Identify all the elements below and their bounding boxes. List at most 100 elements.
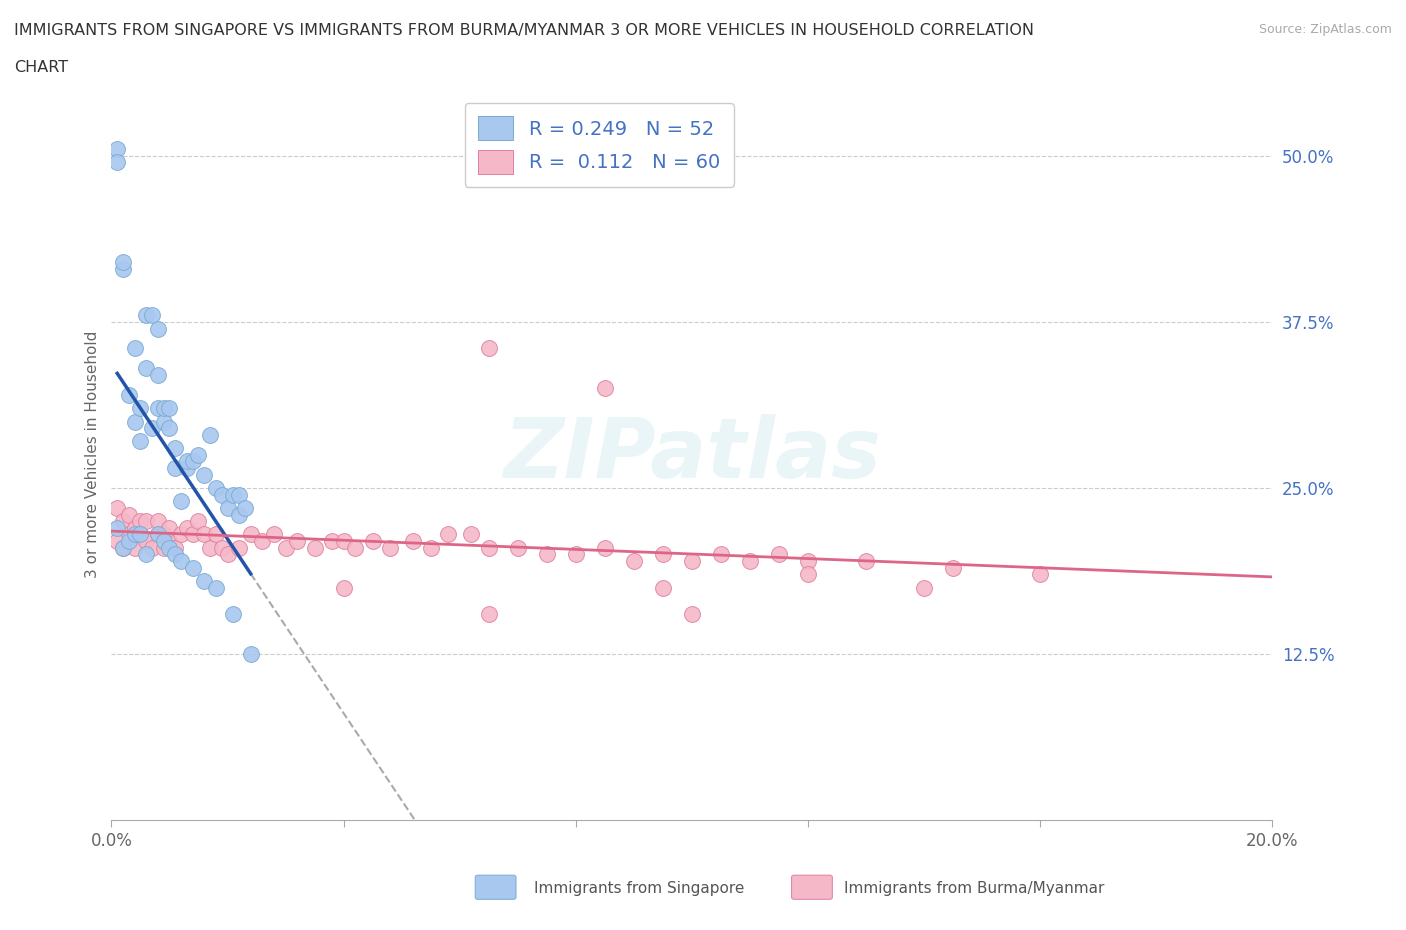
Point <box>159 534 181 549</box>
Text: Source: ZipAtlas.com: Source: ZipAtlas.com <box>1258 23 1392 36</box>
Point <box>321 534 343 549</box>
Point <box>141 308 163 323</box>
Point <box>111 540 134 555</box>
Point <box>111 513 134 528</box>
Point <box>129 401 152 416</box>
Point <box>170 527 193 542</box>
Point <box>129 513 152 528</box>
Point <box>135 534 157 549</box>
Point <box>124 341 146 356</box>
Legend: R = 0.249   N = 52, R =  0.112   N = 60: R = 0.249 N = 52, R = 0.112 N = 60 <box>464 103 734 187</box>
Point <box>146 527 169 542</box>
Point <box>378 540 401 555</box>
Point <box>105 155 128 170</box>
Point <box>217 500 239 515</box>
Point <box>165 547 187 562</box>
Y-axis label: 3 or more Vehicles in Household: 3 or more Vehicles in Household <box>86 331 100 578</box>
Point <box>738 553 761 568</box>
Point <box>170 494 193 509</box>
Point <box>710 547 733 562</box>
Point <box>181 454 204 469</box>
Point <box>193 574 215 589</box>
Point <box>159 521 181 536</box>
Point <box>124 527 146 542</box>
Point <box>118 507 141 522</box>
Point <box>181 560 204 575</box>
Point <box>146 367 169 382</box>
Point <box>135 513 157 528</box>
Point <box>111 255 134 270</box>
Point <box>942 560 965 575</box>
Point <box>105 141 128 156</box>
Point <box>187 513 209 528</box>
Point <box>222 487 245 502</box>
Point <box>797 567 820 582</box>
Point <box>332 580 354 595</box>
Text: IMMIGRANTS FROM SINGAPORE VS IMMIGRANTS FROM BURMA/MYANMAR 3 OR MORE VEHICLES IN: IMMIGRANTS FROM SINGAPORE VS IMMIGRANTS … <box>14 23 1033 38</box>
Point <box>152 414 174 429</box>
Point <box>912 580 935 595</box>
Point <box>344 540 367 555</box>
Point <box>198 540 221 555</box>
Point <box>159 420 181 435</box>
Point <box>105 521 128 536</box>
Point <box>285 534 308 549</box>
Point <box>205 481 228 496</box>
Text: CHART: CHART <box>14 60 67 75</box>
Point <box>239 646 262 661</box>
Point <box>118 534 141 549</box>
Point <box>651 547 673 562</box>
Point <box>681 553 703 568</box>
Point <box>565 547 588 562</box>
Point <box>536 547 558 562</box>
Point <box>211 487 233 502</box>
Point <box>193 527 215 542</box>
Text: ZIPatlas: ZIPatlas <box>503 414 880 496</box>
Point <box>361 534 384 549</box>
Point <box>274 540 297 555</box>
Point <box>152 401 174 416</box>
Point <box>159 540 181 555</box>
Text: Immigrants from Singapore: Immigrants from Singapore <box>534 881 745 896</box>
Point <box>593 381 616 396</box>
Point <box>118 527 141 542</box>
Point <box>402 534 425 549</box>
Point <box>205 580 228 595</box>
Point <box>105 500 128 515</box>
Text: Immigrants from Burma/Myanmar: Immigrants from Burma/Myanmar <box>844 881 1104 896</box>
Point <box>263 527 285 542</box>
Point <box>855 553 877 568</box>
Point <box>124 540 146 555</box>
Point <box>205 527 228 542</box>
Point <box>105 534 128 549</box>
Point <box>239 527 262 542</box>
Point <box>222 606 245 621</box>
Point <box>111 540 134 555</box>
Point <box>228 540 250 555</box>
Point <box>304 540 326 555</box>
Point <box>129 527 152 542</box>
Point <box>593 540 616 555</box>
Point <box>198 428 221 443</box>
Point <box>419 540 441 555</box>
Point <box>233 500 256 515</box>
Point <box>252 534 274 549</box>
Point <box>187 447 209 462</box>
Point <box>768 547 790 562</box>
Point <box>176 460 198 475</box>
Point <box>176 454 198 469</box>
Point <box>437 527 460 542</box>
Point <box>152 534 174 549</box>
Point <box>478 341 501 356</box>
Point <box>146 513 169 528</box>
Point <box>332 534 354 549</box>
Point <box>193 467 215 482</box>
Point <box>152 527 174 542</box>
Point <box>135 547 157 562</box>
Point <box>118 388 141 403</box>
Point <box>228 487 250 502</box>
Point <box>111 261 134 276</box>
Point <box>211 540 233 555</box>
Point <box>129 527 152 542</box>
Point <box>135 308 157 323</box>
